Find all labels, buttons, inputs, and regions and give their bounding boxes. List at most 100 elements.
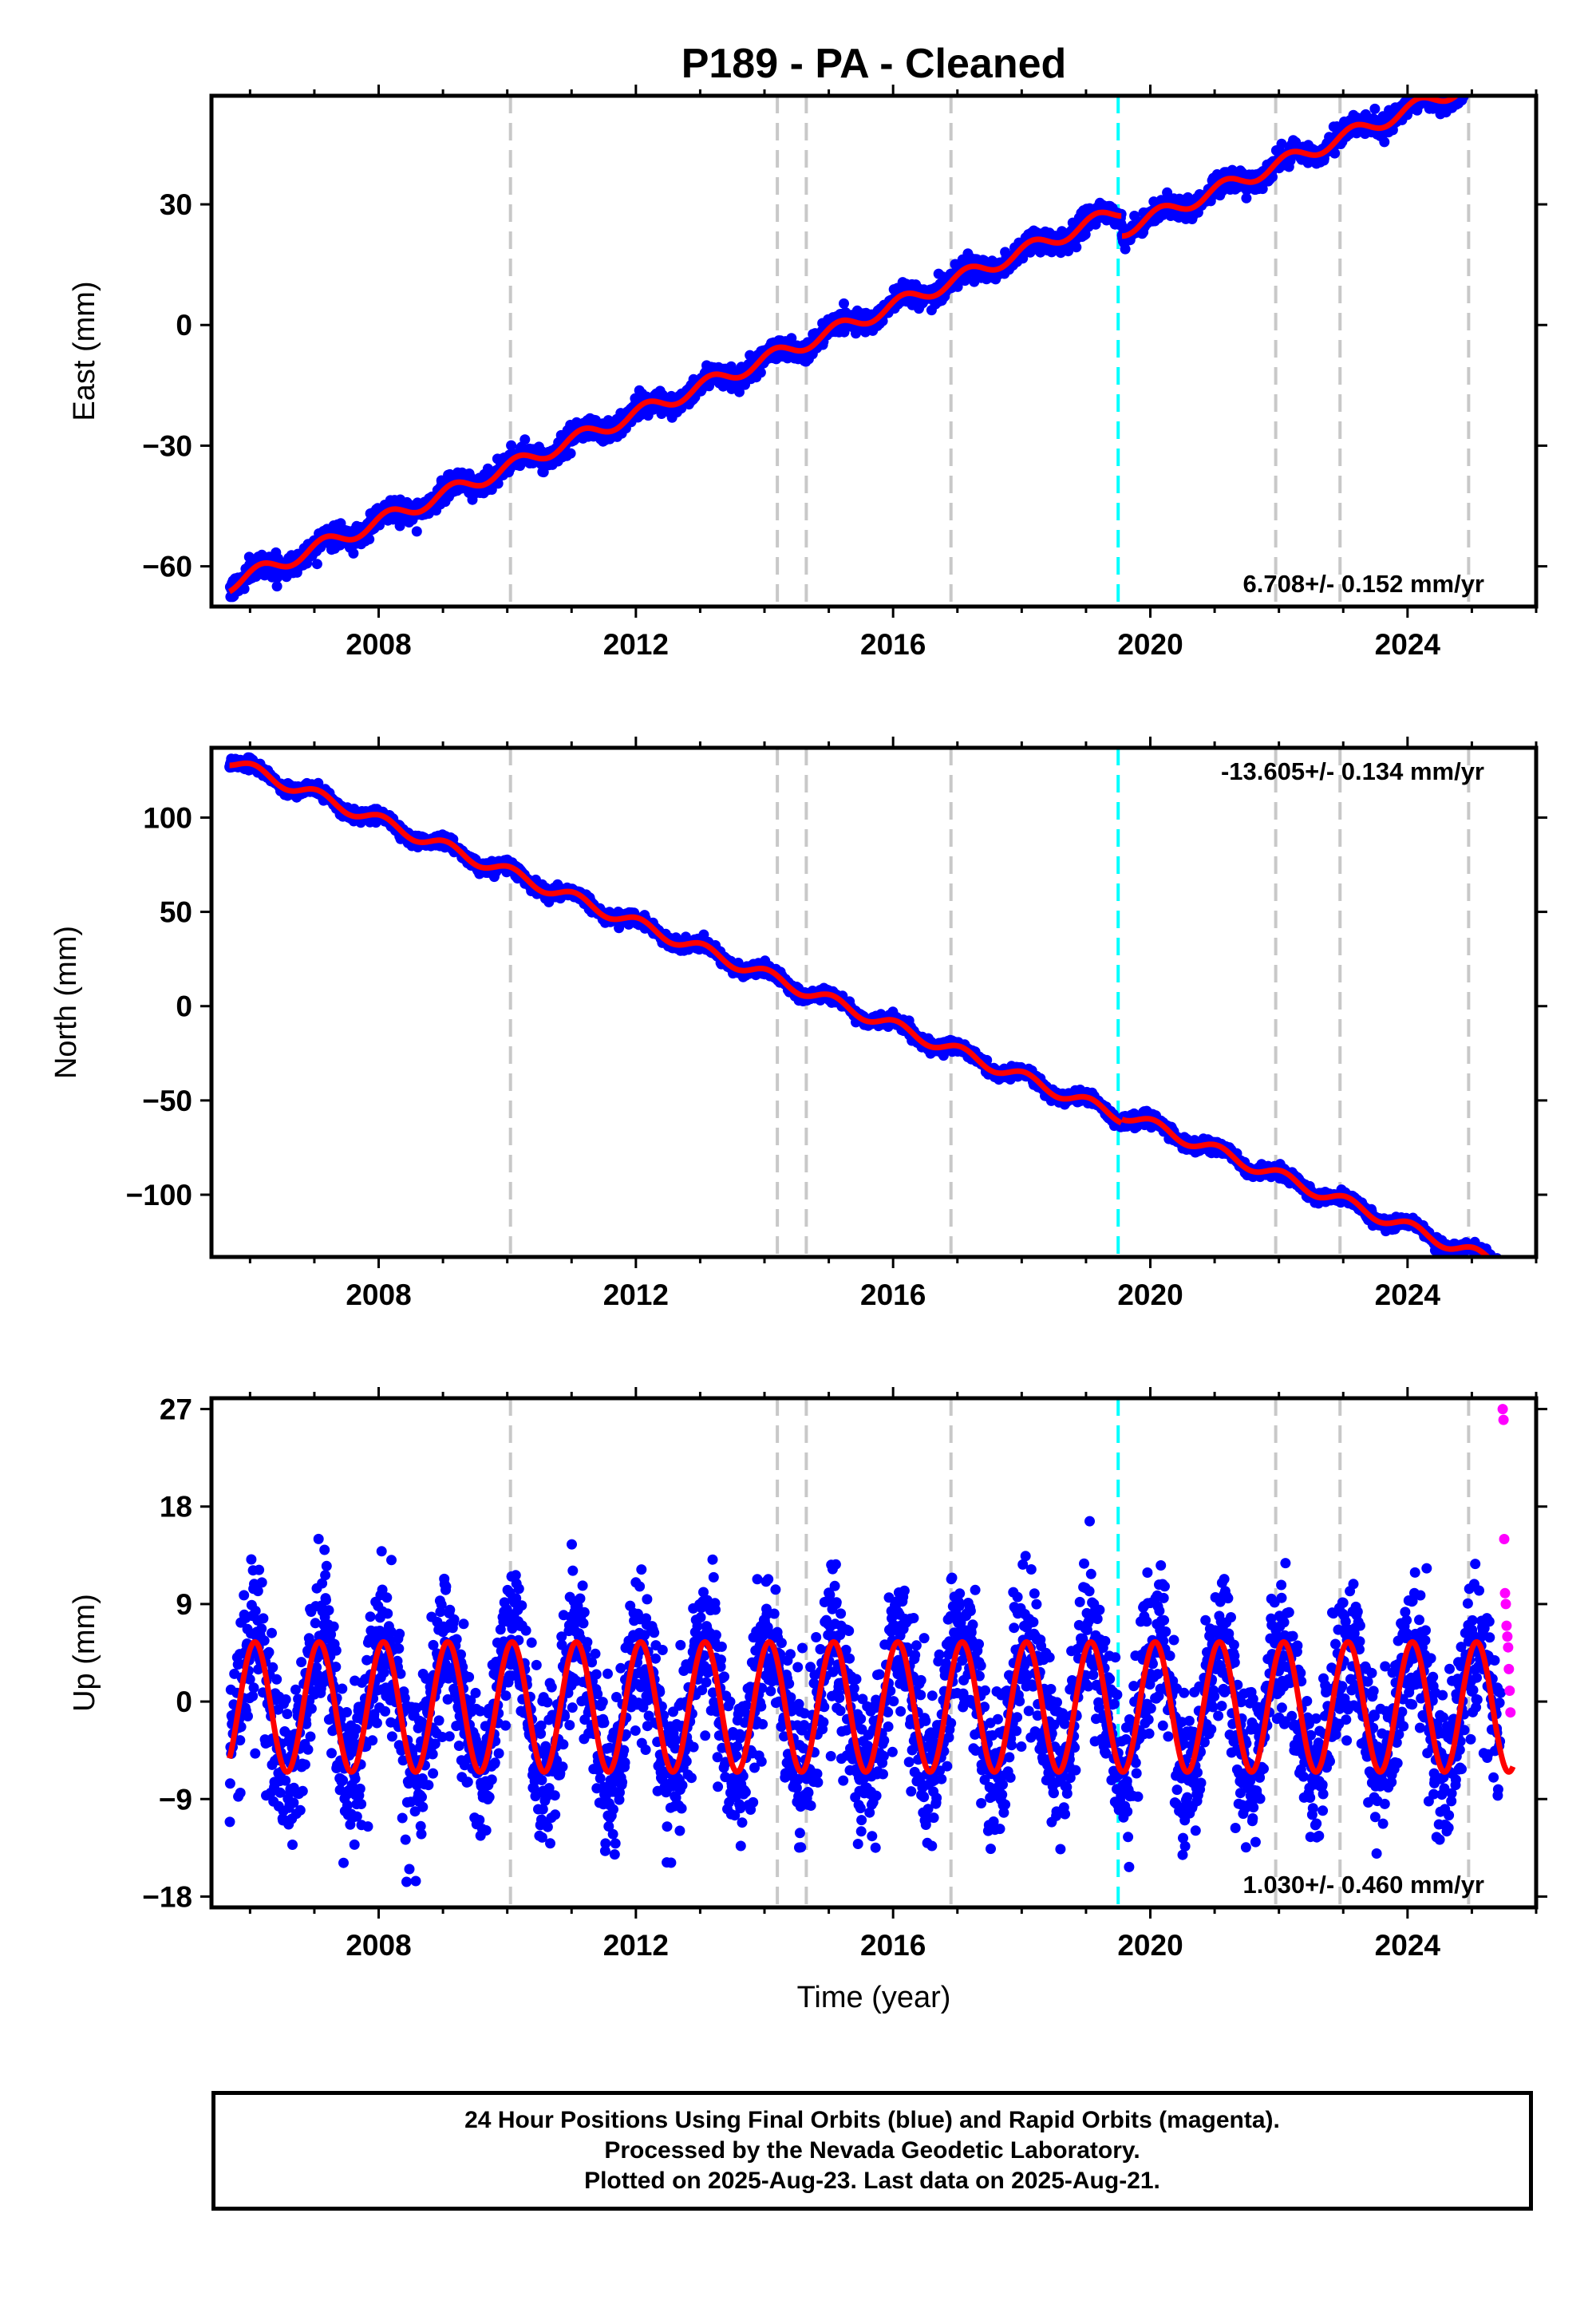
final-orbit-point	[1468, 72, 1478, 82]
east-y-tick-label: 0	[176, 309, 192, 342]
final-orbit-point	[1071, 242, 1082, 253]
final-orbit-point	[1487, 61, 1497, 71]
east-x-tick-label: 2020	[1117, 628, 1183, 661]
final-orbit-point	[1479, 67, 1490, 77]
final-orbit-point	[1473, 73, 1483, 83]
final-orbit-point	[1460, 78, 1470, 89]
final-orbit-point	[1460, 81, 1471, 92]
final-orbit-point	[1494, 57, 1504, 67]
final-orbit-point	[1475, 65, 1485, 76]
east-final-points	[224, 57, 1505, 603]
rapid-orbit-point	[1499, 80, 1510, 90]
final-orbit-point	[1466, 73, 1476, 84]
east-frame	[209, 93, 1539, 609]
final-orbit-point	[1491, 65, 1502, 75]
final-orbit-point	[1487, 64, 1498, 74]
final-orbit-point	[1473, 79, 1483, 89]
final-orbit-point	[1479, 64, 1489, 74]
final-orbit-point	[1475, 61, 1485, 72]
rapid-orbit-point	[1500, 75, 1511, 85]
final-orbit-point	[1490, 69, 1500, 80]
final-orbit-point	[1469, 73, 1479, 83]
east-x-tick-label: 2012	[603, 628, 669, 661]
final-orbit-point	[1472, 69, 1483, 80]
final-orbit-point	[1486, 64, 1496, 74]
final-orbit-point	[1488, 68, 1499, 78]
final-orbit-point	[1494, 64, 1504, 74]
final-orbit-point	[1488, 69, 1499, 79]
rapid-orbit-point	[1499, 57, 1509, 68]
final-orbit-point	[1469, 69, 1479, 79]
final-orbit-point	[1468, 76, 1479, 86]
north-plot-area	[224, 748, 1503, 1257]
final-orbit-point	[1456, 81, 1466, 91]
east-plot-area	[224, 57, 1518, 607]
final-orbit-point	[1486, 65, 1496, 75]
final-orbit-point	[1465, 76, 1476, 86]
final-orbit-point	[1480, 65, 1491, 75]
final-orbit-point	[1485, 61, 1495, 72]
rapid-orbit-point	[1495, 64, 1506, 74]
final-orbit-point	[1455, 85, 1465, 95]
east-rapid-points	[1495, 57, 1518, 97]
final-orbit-point	[1487, 65, 1497, 76]
final-orbit-point	[1458, 81, 1468, 91]
final-orbit-point	[1472, 61, 1482, 72]
final-orbit-point	[1463, 77, 1473, 87]
final-orbit-point	[1476, 61, 1486, 71]
rapid-orbit-point	[1503, 76, 1513, 86]
final-orbit-point	[1460, 74, 1470, 85]
rapid-orbit-point	[1496, 78, 1507, 89]
rapid-orbit-point	[1505, 78, 1515, 89]
final-orbit-point	[1479, 60, 1489, 70]
final-orbit-point	[239, 583, 250, 595]
final-orbit-point	[1483, 70, 1494, 81]
final-orbit-point	[1470, 75, 1480, 85]
final-orbit-point	[1479, 75, 1490, 85]
final-orbit-point	[1485, 69, 1495, 79]
rapid-orbit-point	[1507, 73, 1517, 83]
final-orbit-point	[786, 333, 797, 344]
rapid-orbit-point	[1498, 73, 1508, 84]
rapid-orbit-point	[1501, 66, 1511, 77]
final-orbit-point	[1468, 69, 1479, 79]
final-orbit-point	[1464, 77, 1475, 87]
final-orbit-point	[1462, 75, 1472, 85]
final-orbit-point	[1492, 64, 1503, 74]
final-orbit-point	[1476, 71, 1487, 81]
east-y-tick-label: −60	[142, 551, 192, 583]
east-rate-label: 6.708+/- 0.152 mm/yr	[1243, 570, 1484, 598]
final-orbit-point	[1476, 65, 1487, 76]
final-orbit-point	[1489, 68, 1499, 78]
final-orbit-point	[1482, 60, 1492, 70]
east-x-tick-label: 2016	[860, 628, 926, 661]
rapid-orbit-point	[1503, 77, 1514, 87]
final-orbit-point	[1470, 78, 1480, 89]
final-orbit-point	[1490, 65, 1500, 76]
final-orbit-point	[1489, 63, 1499, 73]
final-orbit-point	[364, 534, 375, 545]
final-orbit-point	[1464, 67, 1474, 77]
final-orbit-point	[1460, 83, 1470, 93]
rapid-orbit-point	[1506, 70, 1516, 81]
final-orbit-point	[1472, 62, 1482, 73]
final-orbit-point	[1487, 62, 1498, 73]
final-orbit-point	[1478, 70, 1488, 81]
final-orbit-point	[1472, 66, 1482, 77]
final-orbit-point	[1449, 84, 1460, 94]
final-orbit-point	[1448, 84, 1458, 94]
final-orbit-point	[348, 547, 359, 559]
final-orbit-point	[1495, 73, 1505, 83]
final-orbit-point	[1467, 79, 1477, 89]
final-orbit-point	[1459, 80, 1469, 90]
rapid-orbit-point	[1507, 65, 1518, 75]
north-final-points	[224, 752, 1503, 1257]
final-orbit-point	[1495, 70, 1505, 81]
east-y-tick-label: −30	[142, 429, 192, 462]
final-orbit-point	[1481, 67, 1491, 77]
final-orbit-point	[506, 440, 517, 451]
final-orbit-point	[1480, 60, 1491, 70]
east-y-axis-title: East (mm)	[68, 281, 101, 421]
